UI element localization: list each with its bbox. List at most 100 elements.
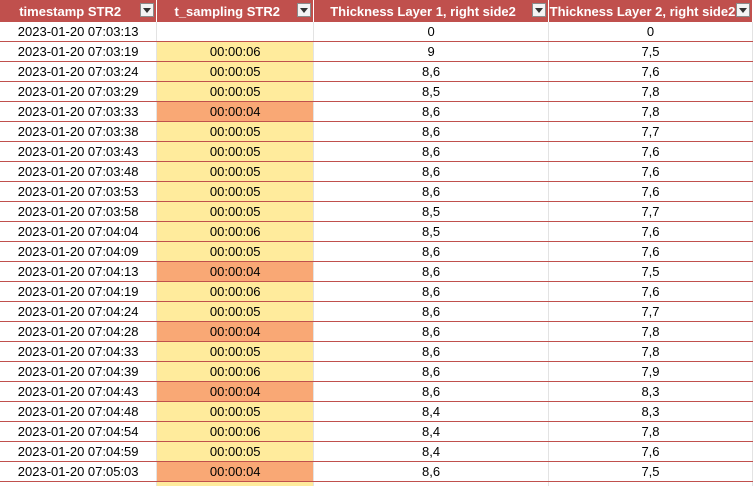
cell-timestamp[interactable]: 2023-01-20 07:03:19 <box>0 41 158 62</box>
cell-thickness-layer1[interactable]: 8,4 <box>313 401 549 422</box>
cell-sampling[interactable]: 00:00:05 <box>156 61 315 82</box>
cell-sampling[interactable]: 00:00:05 <box>156 301 315 322</box>
cell-thickness-layer2[interactable]: 8,3 <box>548 381 753 402</box>
cell-thickness-layer1[interactable]: 8,6 <box>313 181 549 202</box>
cell-thickness-layer1[interactable]: 9 <box>313 41 549 62</box>
cell-thickness-layer2[interactable]: 7,8 <box>548 341 753 362</box>
cell-sampling[interactable]: 00:00:05 <box>156 161 315 182</box>
cell-thickness-layer2[interactable]: 7,8 <box>548 101 753 122</box>
cell-thickness-layer2[interactable]: 7,6 <box>548 141 753 162</box>
column-header-sampling[interactable]: t_sampling STR2 <box>156 0 315 22</box>
cell-thickness-layer1[interactable]: 8,6 <box>313 261 549 282</box>
cell-sampling[interactable]: 00:00:04 <box>156 101 315 122</box>
cell-thickness-layer2[interactable]: 7,8 <box>548 321 753 342</box>
cell-thickness-layer1[interactable]: 8,6 <box>313 121 549 142</box>
cell-timestamp[interactable]: 2023-01-20 07:03:38 <box>0 121 158 142</box>
cell-sampling[interactable]: 00:00:06 <box>156 361 315 382</box>
filter-dropdown-icon[interactable] <box>140 3 155 17</box>
cell-thickness-layer2[interactable]: 7,6 <box>548 161 753 182</box>
cell-timestamp[interactable]: 2023-01-20 07:04:54 <box>0 421 158 442</box>
cell-sampling[interactable] <box>156 22 315 42</box>
cell-timestamp[interactable]: 2023-01-20 07:03:13 <box>0 22 158 42</box>
filter-dropdown-icon[interactable] <box>531 3 546 17</box>
cell-thickness-layer2[interactable]: 7,7 <box>548 121 753 142</box>
cell-timestamp[interactable]: 2023-01-20 07:03:33 <box>0 101 158 122</box>
cell-timestamp[interactable]: 2023-01-20 07:03:43 <box>0 141 158 162</box>
cell-timestamp[interactable]: 2023-01-20 07:04:24 <box>0 301 158 322</box>
cell-thickness-layer2[interactable]: 7,5 <box>548 41 753 62</box>
cell-sampling[interactable]: 00:00:05 <box>156 441 315 462</box>
cell-thickness-layer2[interactable]: 7,6 <box>548 241 753 262</box>
column-header-layer2[interactable]: Thickness Layer 2, right side2 <box>548 0 753 22</box>
cell-sampling[interactable]: 00:00:05 <box>156 241 315 262</box>
cell-timestamp[interactable]: 2023-01-20 07:04:39 <box>0 361 158 382</box>
cell-sampling[interactable]: 00:00:05 <box>156 341 315 362</box>
cell-timestamp[interactable]: 2023-01-20 07:03:53 <box>0 181 158 202</box>
cell-sampling[interactable]: 00:00:06 <box>156 221 315 242</box>
cell-thickness-layer1[interactable]: 8,6 <box>313 281 549 302</box>
cell-timestamp[interactable]: 2023-01-20 07:04:04 <box>0 221 158 242</box>
cell-timestamp[interactable]: 2023-01-20 07:04:33 <box>0 341 158 362</box>
cell-thickness-layer2[interactable]: 7,6 <box>548 221 753 242</box>
cell-thickness-layer1[interactable]: 8,6 <box>313 381 549 402</box>
cell-timestamp[interactable]: 2023-01-20 07:04:19 <box>0 281 158 302</box>
cell-thickness-layer1[interactable]: 8,5 <box>313 81 549 102</box>
cell-thickness-layer1[interactable]: 8,6 <box>313 101 549 122</box>
cell-sampling[interactable]: 00:00:06 <box>156 41 315 62</box>
cell-thickness-layer1[interactable]: 8,6 <box>313 341 549 362</box>
cell-thickness-layer1[interactable]: 8,4 <box>313 441 549 462</box>
cell-thickness-layer2[interactable]: 0 <box>548 22 753 42</box>
cell-thickness-layer1[interactable]: 0 <box>313 22 549 42</box>
cell-thickness-layer2[interactable]: 7,6 <box>548 281 753 302</box>
cell-sampling[interactable]: 00:00:06 <box>156 281 315 302</box>
cell-timestamp[interactable]: 2023-01-20 07:04:28 <box>0 321 158 342</box>
cell-timestamp[interactable]: 2023-01-20 07:03:58 <box>0 201 158 222</box>
cell-thickness-layer2[interactable]: 7,9 <box>548 361 753 382</box>
cell-thickness-layer2[interactable]: 7,6 <box>548 181 753 202</box>
cell-timestamp[interactable]: 2023-01-20 07:04:43 <box>0 381 158 402</box>
filter-dropdown-icon[interactable] <box>297 3 312 17</box>
cell-timestamp[interactable]: 2023-01-20 07:03:29 <box>0 81 158 102</box>
cell-thickness-layer2[interactable]: 7,8 <box>548 421 753 442</box>
cell-thickness-layer1[interactable]: 8,6 <box>313 61 549 82</box>
cell-thickness-layer1[interactable]: 8,6 <box>313 241 549 262</box>
cell-sampling[interactable]: 00:00:05 <box>156 201 315 222</box>
cell-timestamp[interactable]: 2023-01-20 07:04:09 <box>0 241 158 262</box>
cell-thickness-layer1[interactable]: 8,4 <box>313 421 549 442</box>
cell-timestamp[interactable]: 2023-01-20 07:04:13 <box>0 261 158 282</box>
cell-thickness-layer2[interactable]: 7,7 <box>548 301 753 322</box>
cell-sampling[interactable]: 00:00:06 <box>156 421 315 442</box>
cell-thickness-layer2[interactable]: 7,6 <box>548 61 753 82</box>
cell-timestamp[interactable]: 2023-01-20 07:05:03 <box>0 461 158 482</box>
cell-timestamp[interactable]: 2023-01-20 07:04:59 <box>0 441 158 462</box>
cell-thickness-layer1[interactable]: 8,6 <box>313 301 549 322</box>
cell-thickness-layer2[interactable]: 7,6 <box>548 441 753 462</box>
column-header-layer1[interactable]: Thickness Layer 1, right side2 <box>313 0 549 22</box>
cell-thickness-layer2[interactable]: 7,5 <box>548 261 753 282</box>
cell-sampling[interactable]: 00:00:04 <box>156 321 315 342</box>
cell-thickness-layer1[interactable]: 8,5 <box>313 221 549 242</box>
cell-sampling[interactable]: 00:00:04 <box>156 461 315 482</box>
cell-thickness-layer1[interactable]: 8,6 <box>313 321 549 342</box>
cell-sampling[interactable]: 00:00:04 <box>156 261 315 282</box>
cell-thickness-layer1[interactable]: 8,6 <box>313 161 549 182</box>
cell-sampling[interactable]: 00:00:05 <box>156 401 315 422</box>
cell-sampling[interactable]: 00:00:05 <box>156 181 315 202</box>
cell-sampling[interactable]: 00:00:04 <box>156 381 315 402</box>
cell-thickness-layer2[interactable]: 8,3 <box>548 401 753 422</box>
cell-thickness-layer1[interactable]: 8,6 <box>313 141 549 162</box>
cell-timestamp[interactable]: 2023-01-20 07:03:48 <box>0 161 158 182</box>
cell-thickness-layer1[interactable]: 8,5 <box>313 201 549 222</box>
cell-thickness-layer2[interactable]: 7,5 <box>548 461 753 482</box>
cell-timestamp[interactable]: 2023-01-20 07:03:24 <box>0 61 158 82</box>
cell-sampling[interactable]: 00:00:05 <box>156 121 315 142</box>
cell-timestamp[interactable]: 2023-01-20 07:04:48 <box>0 401 158 422</box>
cell-sampling[interactable]: 00:00:05 <box>156 81 315 102</box>
cell-sampling[interactable]: 00:00:05 <box>156 141 315 162</box>
filter-dropdown-icon[interactable] <box>736 3 750 17</box>
column-header-timestamp[interactable]: timestamp STR2 <box>0 0 158 22</box>
cell-thickness-layer2[interactable]: 7,8 <box>548 81 753 102</box>
cell-thickness-layer1[interactable]: 8,6 <box>313 461 549 482</box>
cell-thickness-layer1[interactable]: 8,6 <box>313 361 549 382</box>
cell-thickness-layer2[interactable]: 7,7 <box>548 201 753 222</box>
